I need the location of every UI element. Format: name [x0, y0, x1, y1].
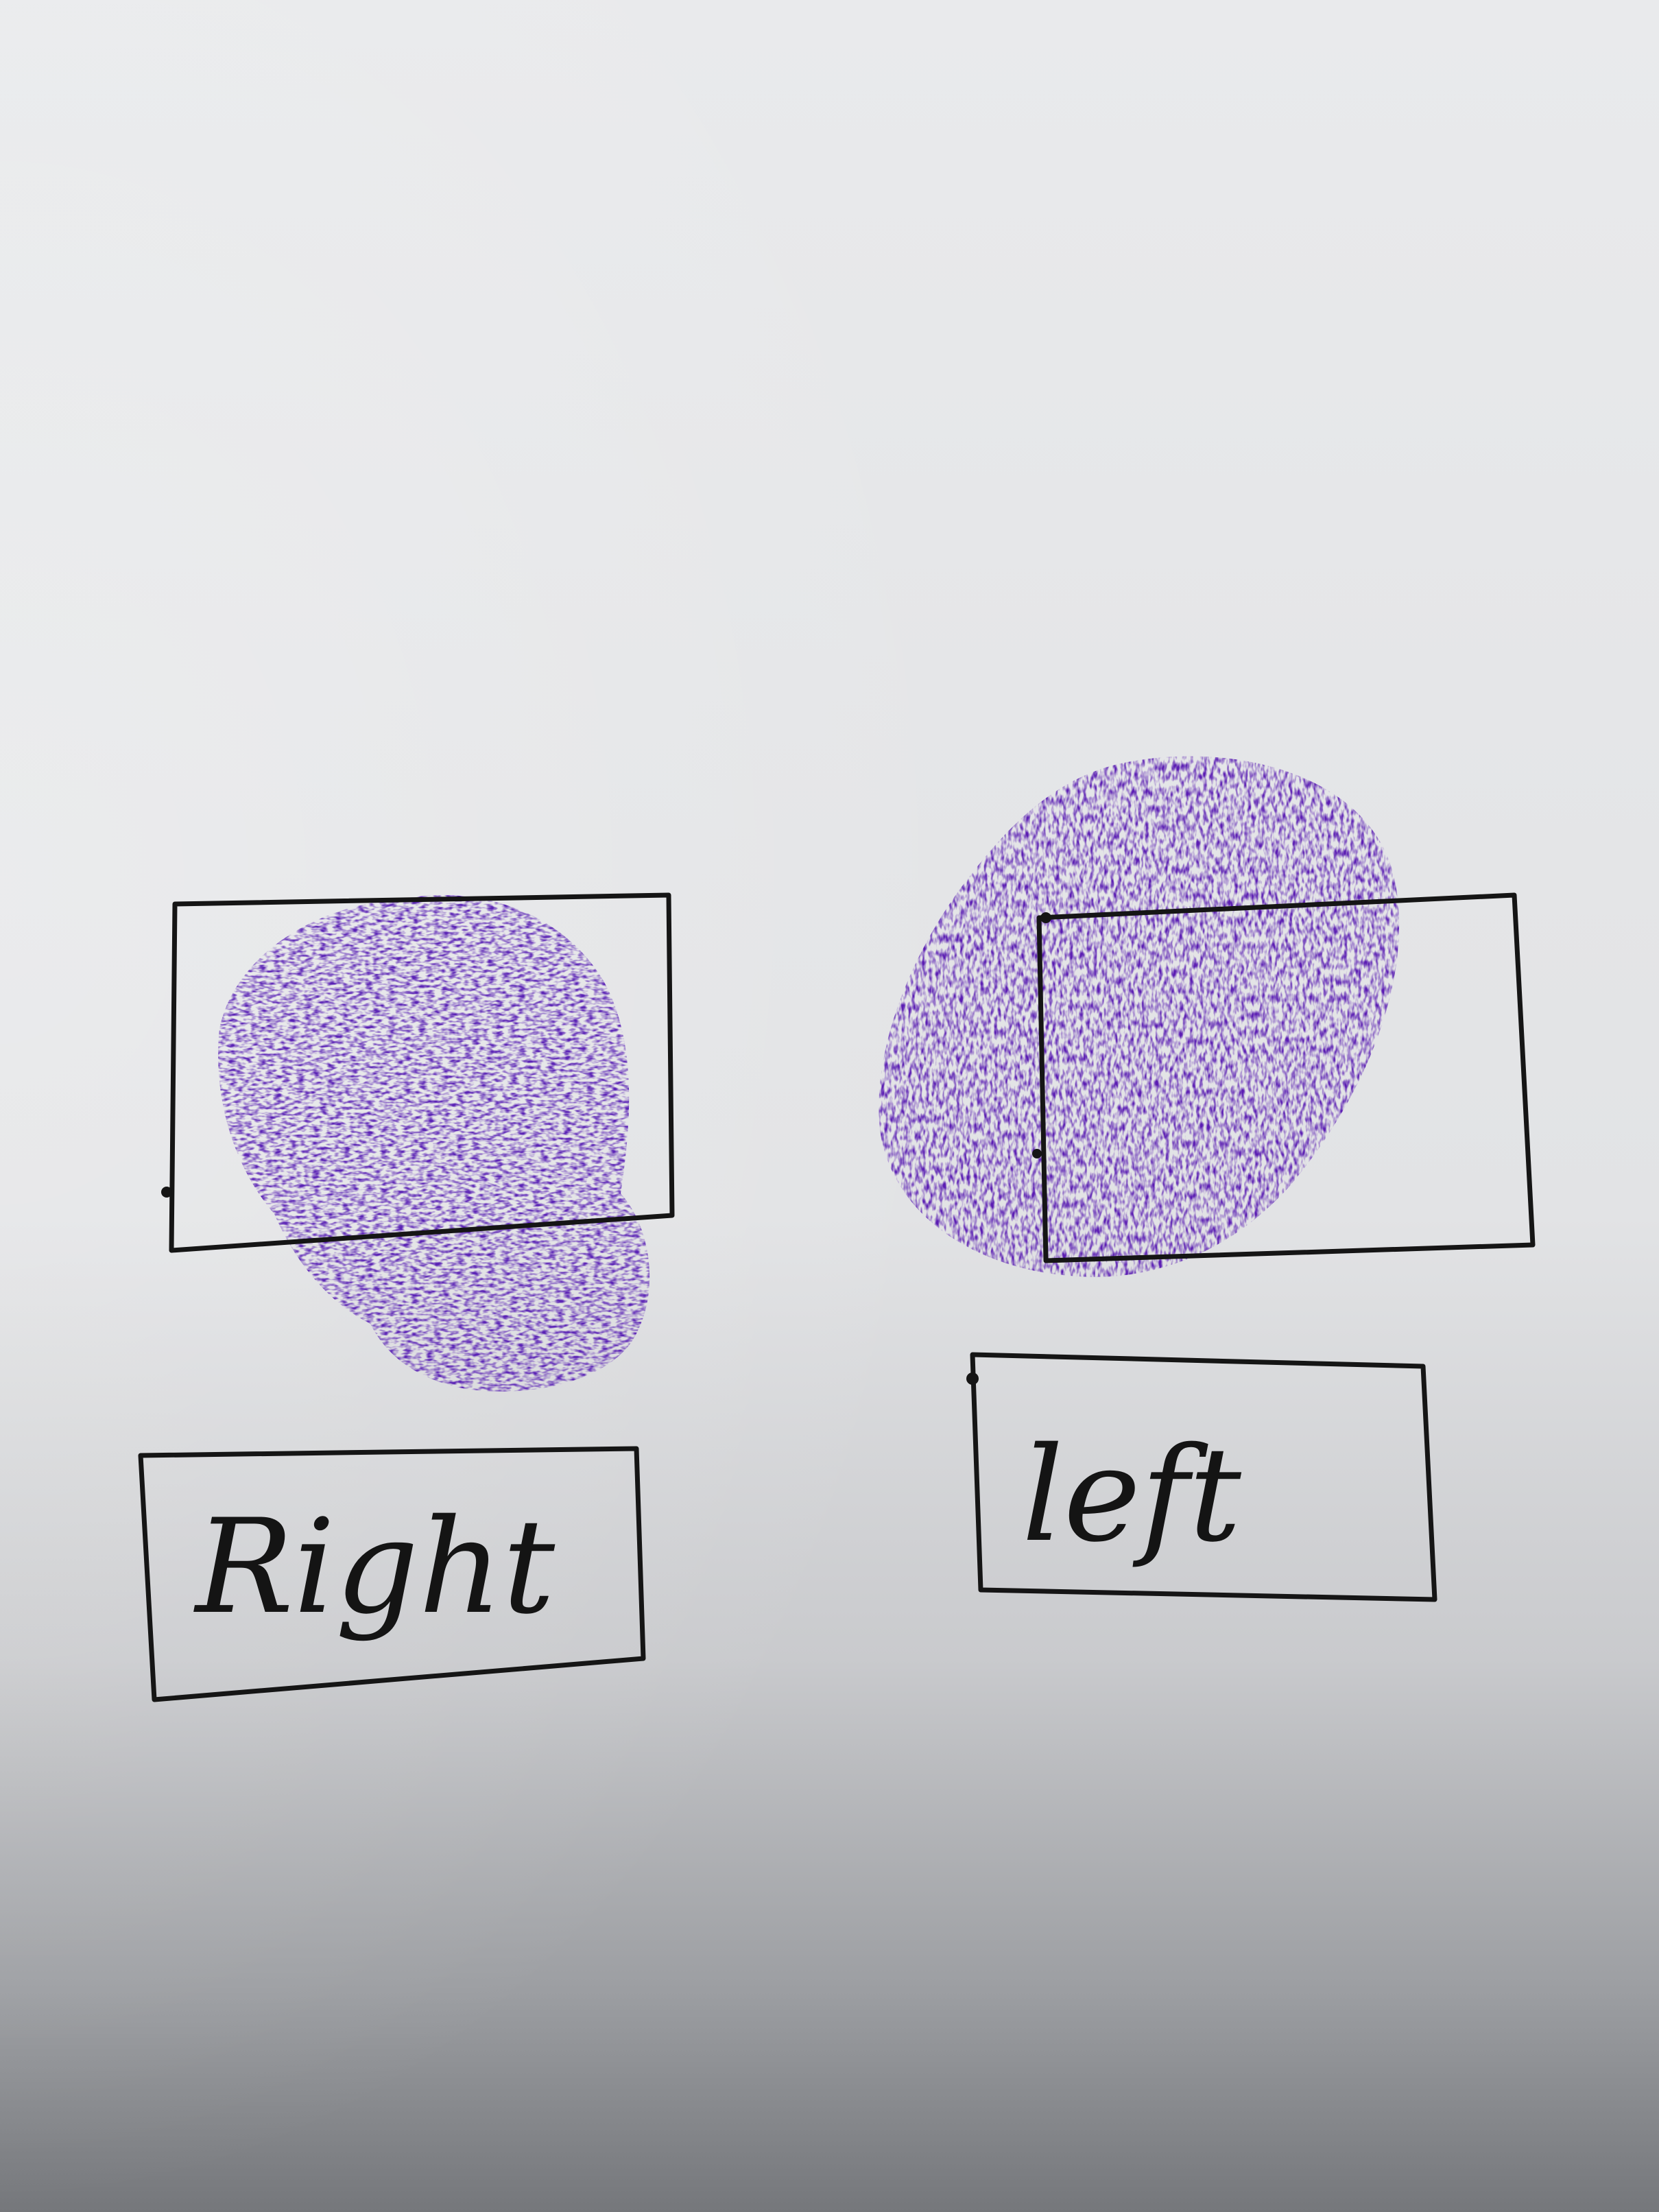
left-label-box: [970, 1352, 1437, 1602]
left-label-text: left: [1022, 1419, 1242, 1571]
right-box-pen-dot: [161, 1187, 172, 1198]
right-label-box: [138, 1446, 646, 1702]
right-label-text: Right: [193, 1491, 556, 1643]
right-label-box-group: Right: [138, 1446, 646, 1702]
left-label-box-group: left: [966, 1352, 1437, 1602]
left-fingerprint: [879, 756, 1400, 1277]
left-label-pen-dot: [966, 1372, 979, 1385]
left-box-pen-dot: [1040, 912, 1051, 923]
right-print-box: [169, 892, 675, 1253]
left-print-box: [1036, 892, 1536, 1263]
left-box-pen-dot-2: [1032, 1149, 1042, 1158]
left-fingerprint-group: [879, 756, 1536, 1277]
right-fingerprint: [218, 895, 650, 1392]
right-fingerprint-group: [161, 892, 675, 1392]
